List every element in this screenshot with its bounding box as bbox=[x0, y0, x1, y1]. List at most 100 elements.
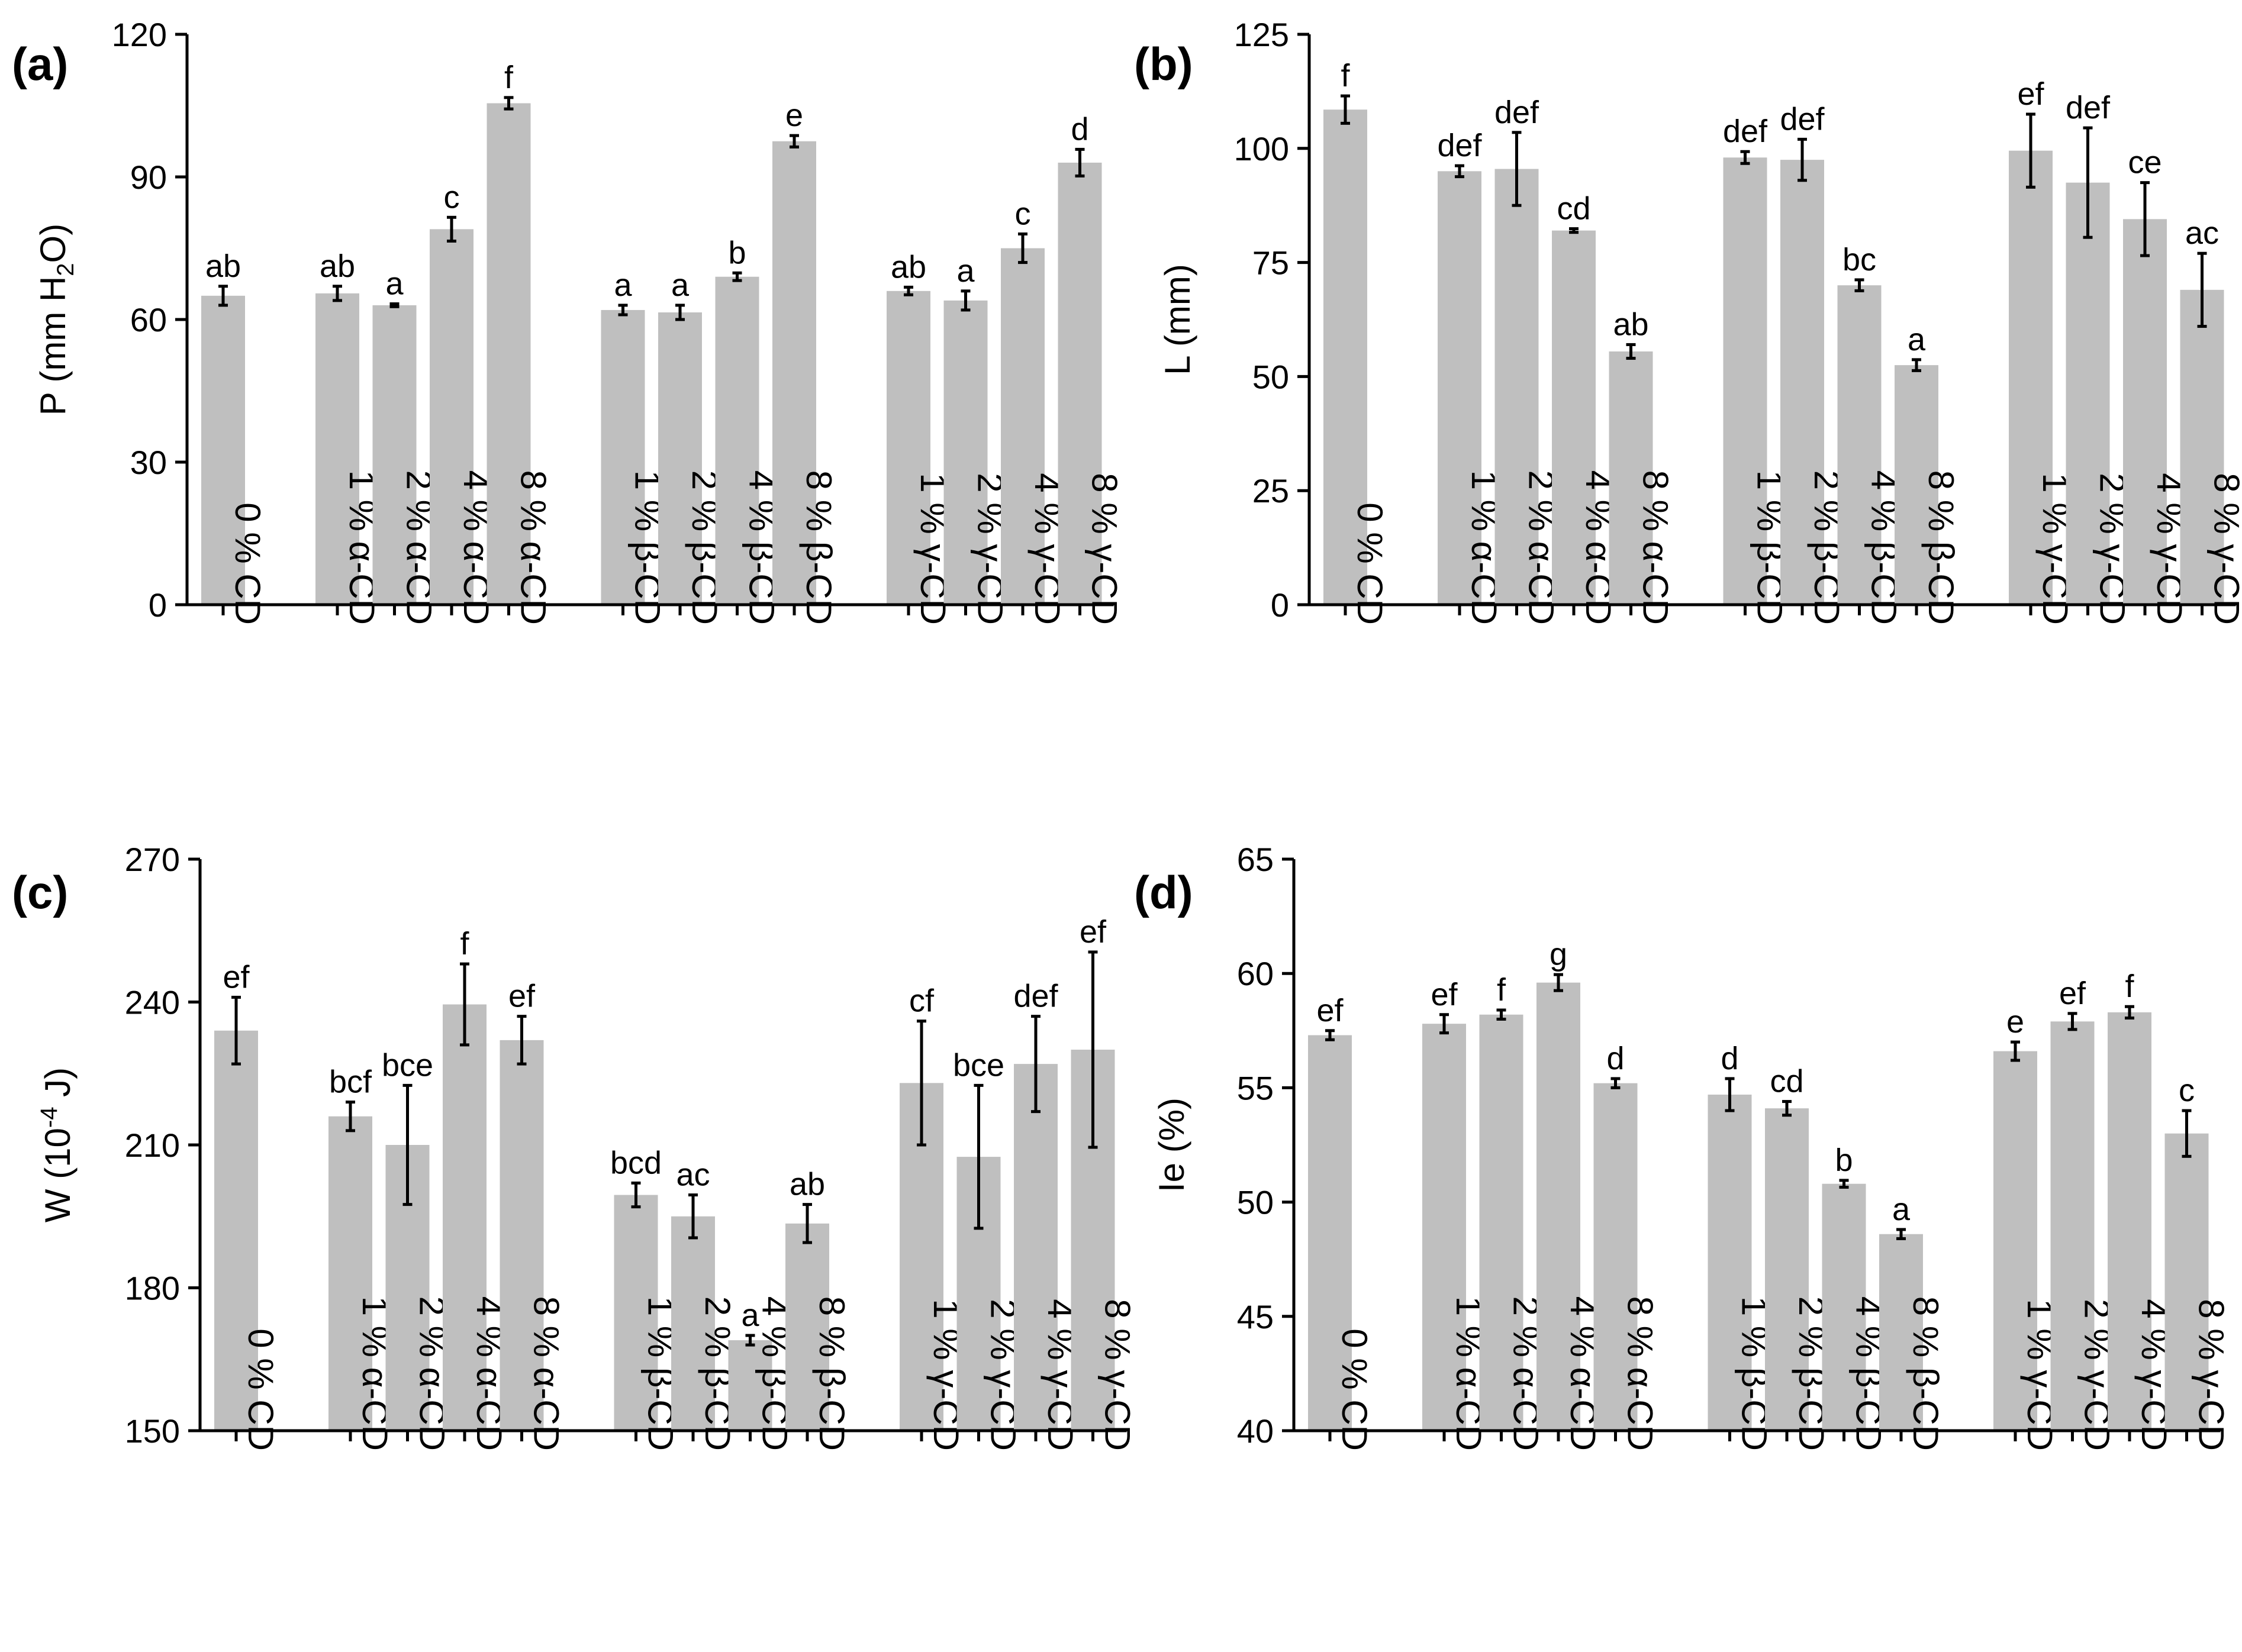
error-bar-1 bbox=[333, 285, 342, 302]
bar-8 bbox=[1879, 1234, 1923, 1431]
error-bar-0 bbox=[231, 995, 241, 1066]
significance-letter-9: cf bbox=[909, 983, 935, 1019]
y-tick-label-4: 60 bbox=[1237, 955, 1274, 992]
significance-letter-1: bcf bbox=[329, 1064, 372, 1100]
category-label-12: 8 % γ-CD bbox=[1098, 1299, 1138, 1451]
significance-letter-11: f bbox=[2125, 969, 2134, 1004]
y-tick-label-0: 0 bbox=[149, 586, 167, 624]
y-tick-label-3: 240 bbox=[125, 984, 180, 1021]
bar-11 bbox=[2123, 219, 2167, 605]
bar-4 bbox=[1593, 1083, 1638, 1431]
bar-4 bbox=[487, 103, 531, 605]
error-bar-10 bbox=[2083, 126, 2093, 239]
y-tick-label-3: 90 bbox=[130, 159, 167, 196]
error-bar-6 bbox=[675, 304, 685, 321]
error-bar-4 bbox=[1610, 1077, 1621, 1089]
category-label-4: 8 % α-CD bbox=[527, 1296, 566, 1451]
bar-5 bbox=[1723, 157, 1767, 605]
bar-10 bbox=[943, 300, 988, 605]
bar-11 bbox=[1001, 248, 1045, 605]
bar-0 bbox=[1323, 109, 1367, 605]
significance-letter-2: a bbox=[385, 266, 404, 301]
error-bar-6 bbox=[1782, 1100, 1792, 1117]
category-label-12: 8 % γ-CD bbox=[2192, 1299, 2231, 1451]
bar-3 bbox=[430, 229, 473, 605]
error-bar-2 bbox=[1496, 1008, 1506, 1021]
bar-3 bbox=[1536, 982, 1580, 1431]
category-label-8: 8 % β-CD bbox=[799, 470, 839, 625]
bar-12 bbox=[1058, 162, 1102, 605]
significance-letter-12: c bbox=[2179, 1073, 2195, 1108]
y-tick-label-1: 45 bbox=[1237, 1298, 1274, 1335]
error-bar-11 bbox=[1031, 1015, 1041, 1114]
error-bar-8 bbox=[803, 1203, 812, 1244]
error-bar-0 bbox=[218, 285, 228, 307]
y-tick-label-1: 180 bbox=[125, 1270, 180, 1307]
significance-letter-5: d bbox=[1721, 1041, 1738, 1076]
error-bar-4 bbox=[504, 96, 514, 111]
y-axis-label: P (mm H2O) bbox=[33, 224, 79, 415]
significance-letter-4: f bbox=[504, 60, 514, 95]
significance-letter-5: bcd bbox=[610, 1145, 662, 1180]
error-bar-0 bbox=[1341, 94, 1350, 125]
error-bar-0 bbox=[1325, 1029, 1335, 1041]
y-tick-label-2: 210 bbox=[125, 1127, 180, 1164]
category-label-4: 8 % α-CD bbox=[1636, 470, 1676, 625]
error-bar-5 bbox=[618, 304, 628, 317]
panel-label: (c) bbox=[12, 866, 68, 918]
bar-9 bbox=[1993, 1051, 2037, 1431]
panel-label: (a) bbox=[12, 38, 68, 90]
significance-letter-7: b bbox=[1835, 1143, 1853, 1178]
error-bar-6 bbox=[1798, 137, 1807, 182]
error-bar-10 bbox=[2067, 1012, 2077, 1031]
error-bar-12 bbox=[1075, 147, 1085, 178]
significance-letter-3: cd bbox=[1557, 191, 1590, 227]
significance-letter-1: ef bbox=[1431, 977, 1458, 1012]
bar-6 bbox=[1765, 1108, 1809, 1431]
significance-letter-3: f bbox=[460, 926, 469, 961]
bar-1 bbox=[315, 293, 359, 605]
significance-letter-7: b bbox=[728, 235, 746, 270]
significance-letter-3: g bbox=[1550, 937, 1567, 972]
error-bar-4 bbox=[1626, 343, 1636, 360]
bar-6 bbox=[671, 1216, 715, 1431]
y-tick-label-3: 55 bbox=[1237, 1069, 1274, 1106]
bar-2 bbox=[1479, 1014, 1523, 1431]
error-bar-9 bbox=[917, 1019, 926, 1147]
error-bar-12 bbox=[1088, 950, 1098, 1149]
category-label-8: 8 % β-CD bbox=[1906, 1296, 1945, 1451]
error-bar-7 bbox=[1839, 1179, 1849, 1189]
error-bar-4 bbox=[517, 1015, 527, 1066]
significance-letter-8: ab bbox=[790, 1167, 825, 1202]
bar-7 bbox=[715, 276, 759, 605]
error-bar-2 bbox=[389, 302, 400, 308]
bar-6 bbox=[1780, 160, 1824, 605]
significance-letter-10: bce bbox=[953, 1047, 1004, 1083]
bar-0 bbox=[214, 1030, 258, 1431]
significance-letter-0: ab bbox=[205, 249, 241, 284]
significance-letter-8: a bbox=[1908, 322, 1926, 357]
error-bar-10 bbox=[961, 289, 971, 312]
significance-letter-7: bc bbox=[1842, 242, 1876, 278]
error-bar-5 bbox=[1740, 150, 1750, 165]
bar-5 bbox=[601, 309, 645, 605]
significance-letter-10: def bbox=[2066, 90, 2111, 125]
error-bar-11 bbox=[1018, 232, 1027, 264]
error-bar-9 bbox=[2011, 1040, 2020, 1062]
panel-label: (b) bbox=[1134, 38, 1193, 90]
y-tick-label-3: 75 bbox=[1252, 244, 1289, 282]
bar-9 bbox=[887, 291, 930, 605]
y-tick-label-5: 125 bbox=[1234, 16, 1289, 53]
category-label-8: 8 % β-CD bbox=[812, 1296, 852, 1451]
significance-letter-2: f bbox=[1497, 972, 1506, 1008]
significance-letter-0: ef bbox=[223, 959, 250, 995]
error-bar-11 bbox=[2125, 1005, 2134, 1020]
bar-3 bbox=[1552, 230, 1596, 605]
significance-letter-3: c bbox=[444, 179, 460, 215]
error-bar-8 bbox=[790, 134, 799, 149]
bar-12 bbox=[2180, 289, 2224, 605]
bar-6 bbox=[658, 312, 702, 605]
significance-letter-9: e bbox=[2006, 1004, 2024, 1040]
